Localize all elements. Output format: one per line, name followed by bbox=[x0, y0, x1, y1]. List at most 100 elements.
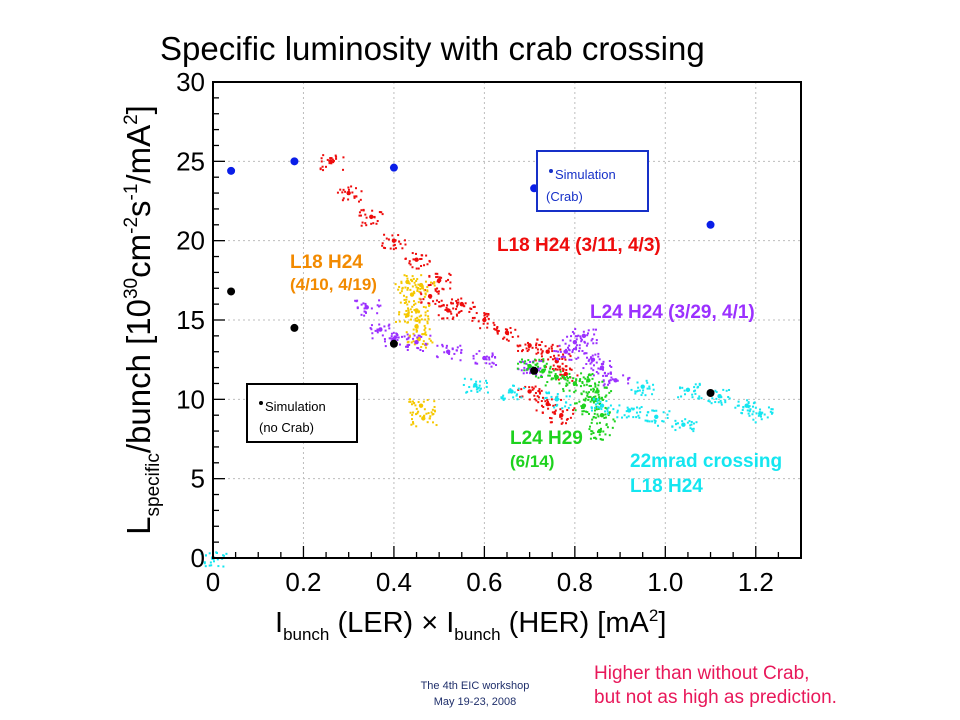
data-point-scatter bbox=[419, 258, 422, 261]
data-point-scatter bbox=[364, 213, 367, 216]
data-point-scatter bbox=[419, 415, 422, 418]
data-point-scatter bbox=[599, 368, 602, 371]
data-point-scatter bbox=[468, 386, 471, 389]
data-point-scatter bbox=[455, 300, 458, 303]
data-point-scatter bbox=[597, 398, 600, 401]
data-point-scatter bbox=[574, 328, 577, 331]
data-point-scatter bbox=[483, 314, 486, 317]
data-point-scatter bbox=[577, 334, 580, 337]
simulation-no-crab-point bbox=[530, 366, 539, 375]
data-point-scatter bbox=[562, 353, 565, 356]
data-point-scatter bbox=[416, 258, 419, 261]
data-point-scatter bbox=[593, 400, 596, 403]
data-point-scatter bbox=[752, 402, 755, 405]
data-point-scatter bbox=[412, 300, 415, 303]
data-point-scatter bbox=[513, 391, 516, 394]
data-point-scatter bbox=[437, 314, 440, 317]
data-point-scatter bbox=[445, 306, 448, 309]
data-point-scatter bbox=[763, 413, 766, 416]
data-point-scatter bbox=[483, 316, 486, 319]
data-point-scatter bbox=[575, 348, 578, 351]
data-point-scatter bbox=[416, 346, 419, 349]
data-point-scatter bbox=[537, 367, 540, 370]
data-point-scatter bbox=[444, 308, 447, 311]
series-label-green-line1: L24 H29 bbox=[510, 428, 583, 449]
data-point-scatter bbox=[582, 390, 585, 393]
data-point-scatter bbox=[432, 300, 435, 303]
data-point-scatter bbox=[442, 288, 445, 291]
data-point-scatter bbox=[403, 302, 406, 305]
data-point-scatter bbox=[394, 239, 397, 242]
data-point-scatter bbox=[373, 216, 376, 219]
data-point-scatter bbox=[426, 309, 429, 312]
data-point-scatter bbox=[608, 391, 611, 394]
data-point-scatter bbox=[632, 416, 635, 419]
data-point-scatter bbox=[561, 357, 564, 360]
data-point-scatter bbox=[414, 252, 417, 255]
data-point-scatter bbox=[426, 322, 429, 325]
data-point-scatter bbox=[421, 343, 424, 346]
data-point-scatter bbox=[541, 411, 544, 414]
data-point-scatter bbox=[485, 312, 488, 315]
data-point bbox=[685, 387, 691, 393]
data-point-scatter bbox=[574, 389, 577, 392]
data-point-scatter bbox=[600, 408, 603, 411]
data-point-scatter bbox=[478, 389, 481, 392]
data-point-scatter bbox=[491, 352, 494, 355]
data-point-scatter bbox=[413, 281, 416, 284]
data-point-scatter bbox=[637, 386, 640, 389]
data-point-scatter bbox=[516, 393, 519, 396]
data-point-scatter bbox=[522, 372, 525, 375]
data-point-scatter bbox=[597, 355, 600, 358]
data-point-scatter bbox=[594, 395, 597, 398]
data-point-scatter bbox=[602, 414, 605, 417]
data-point-scatter bbox=[590, 361, 593, 364]
data-point-scatter bbox=[632, 408, 635, 411]
data-point-scatter bbox=[550, 371, 553, 374]
data-point-scatter bbox=[754, 421, 757, 424]
data-point-scatter bbox=[360, 224, 363, 227]
data-point-scatter bbox=[412, 258, 415, 261]
data-point-scatter bbox=[475, 388, 478, 391]
data-point-scatter bbox=[514, 328, 517, 331]
data-point-scatter bbox=[392, 331, 395, 334]
data-point-scatter bbox=[328, 162, 331, 165]
data-point-scatter bbox=[434, 302, 437, 305]
data-point-scatter bbox=[415, 328, 418, 331]
data-point-scatter bbox=[455, 301, 458, 304]
data-point-scatter bbox=[471, 316, 474, 319]
data-point-scatter bbox=[589, 437, 592, 440]
data-point-scatter bbox=[571, 349, 574, 352]
data-point-scatter bbox=[416, 316, 419, 319]
data-point-scatter bbox=[568, 389, 571, 392]
data-point-scatter bbox=[625, 410, 628, 413]
data-point-scatter bbox=[451, 347, 454, 350]
simulation-crab-point bbox=[706, 220, 715, 229]
data-point-scatter bbox=[553, 350, 556, 353]
data-point-scatter bbox=[525, 371, 528, 374]
data-point-scatter bbox=[539, 367, 542, 370]
data-point-scatter bbox=[521, 358, 524, 361]
data-point-scatter bbox=[335, 157, 338, 160]
data-point-scatter bbox=[591, 430, 594, 433]
data-point bbox=[581, 333, 587, 339]
data-point-scatter bbox=[562, 355, 565, 358]
data-point-scatter bbox=[758, 411, 761, 414]
data-point-scatter bbox=[653, 409, 656, 412]
axis-ticks: 0 0.2 0.4 0.6 0.8 1.0 1.2 0 5 10 15 20 25 30 bbox=[176, 67, 802, 597]
legend-simulation-crab: Simulation (Crab) bbox=[536, 150, 649, 212]
data-point-scatter bbox=[562, 388, 565, 391]
data-point-scatter bbox=[476, 362, 479, 365]
data-point-scatter bbox=[595, 361, 598, 364]
data-point-scatter bbox=[597, 384, 600, 387]
data-point-scatter bbox=[604, 433, 607, 436]
data-point-scatter bbox=[456, 346, 459, 349]
data-point-scatter bbox=[364, 302, 367, 305]
data-point-scatter bbox=[441, 317, 444, 320]
data-point-scatter bbox=[545, 396, 548, 399]
data-point-scatter bbox=[583, 384, 586, 387]
data-point-scatter bbox=[544, 365, 547, 368]
data-point-scatter bbox=[394, 335, 397, 338]
series-points bbox=[200, 154, 774, 568]
data-point-scatter bbox=[693, 390, 696, 393]
